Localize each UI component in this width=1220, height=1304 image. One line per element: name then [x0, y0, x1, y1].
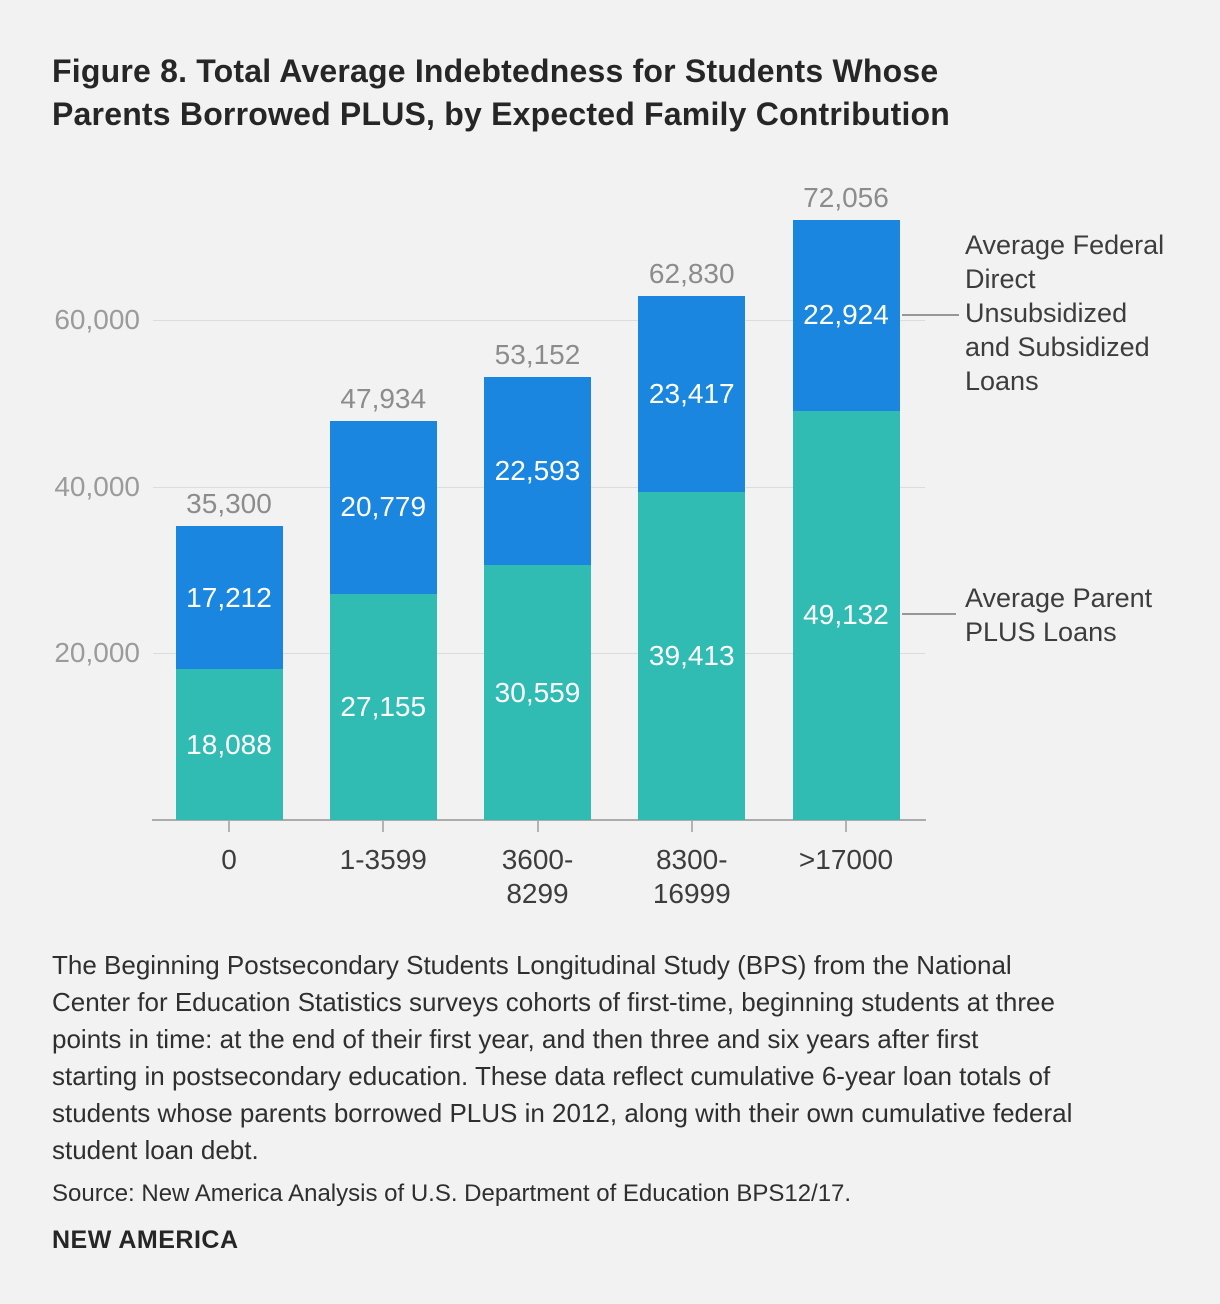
bar-total-label: 53,152: [494, 339, 581, 371]
gridline-60000: [153, 320, 925, 321]
bar-value-label: 39,413: [648, 639, 735, 671]
bar-total-label: 72,056: [803, 181, 889, 213]
x-axis-label: 1-3599: [339, 844, 427, 875]
bar-segment-federal-direct-loans: 22,593: [484, 377, 591, 566]
bar-segment-federal-direct-loans: 23,417: [638, 296, 746, 492]
bar-total-label: 47,934: [340, 382, 427, 414]
leader-line-parent: [902, 613, 956, 615]
x-axis-tick: [845, 821, 847, 832]
bar-value-label: 18,088: [186, 728, 272, 760]
y-axis-label-40000: 40,000: [54, 470, 140, 502]
bar-segment-federal-direct-loans: 17,212: [175, 525, 283, 670]
bar-segment-parent-plus-loans: 49,132: [792, 410, 900, 820]
bar-value-label: 17,212: [186, 581, 272, 613]
bar-value-label: 22,924: [803, 299, 889, 331]
legend-label-parent-plus-loans: Average Parent PLUS Loans: [965, 583, 1153, 647]
y-axis-label-20000: 20,000: [54, 637, 140, 669]
x-axis-line: [152, 819, 926, 821]
bar-value-label: 49,132: [803, 599, 889, 631]
x-axis-label: >17000: [798, 844, 894, 875]
new-america-logo: NEW AMERICA: [52, 1226, 239, 1254]
bar-segment-federal-direct-loans: 20,779: [329, 420, 437, 594]
bar-segment-federal-direct-loans: 22,924: [792, 219, 900, 411]
figure-title: Figure 8. Total Average Indebtedness for…: [52, 53, 951, 132]
source-text: Source: New America Analysis of U.S. Dep…: [52, 1180, 852, 1207]
chart-note: The Beginning Postsecondary Students Lon…: [52, 950, 1073, 1165]
x-axis-label: 0: [221, 844, 237, 875]
x-axis-label: 3600- 8299: [501, 844, 574, 909]
bar-total-label: 35,300: [186, 487, 272, 519]
bar-segment-parent-plus-loans: 39,413: [638, 491, 746, 820]
x-axis-label: 8300- 16999: [652, 844, 731, 909]
bar-value-label: 30,559: [494, 676, 581, 708]
bar-value-label: 22,593: [494, 455, 581, 487]
bar-segment-parent-plus-loans: 27,155: [329, 593, 437, 820]
bar-segment-parent-plus-loans: 30,559: [484, 565, 591, 820]
bar-total-label: 62,830: [648, 258, 735, 290]
bar-segment-parent-plus-loans: 18,088: [175, 669, 283, 820]
x-axis-tick: [382, 821, 385, 832]
bar-value-label: 27,155: [340, 690, 427, 722]
x-axis-tick: [690, 821, 693, 832]
x-axis-tick: [228, 821, 230, 832]
y-axis-label-60000: 60,000: [54, 304, 140, 335]
legend-label-federal-direct-loans: Average Federal Direct Unsubsidized and …: [965, 230, 1165, 396]
bar-value-label: 20,779: [340, 491, 427, 523]
leader-line-federal: [902, 314, 959, 316]
x-axis-tick: [536, 821, 539, 832]
bar-value-label: 23,417: [648, 377, 735, 409]
stacked-bar-chart: 20,000 40,000 60,000 18,088 17,212 35,300 0 27,…: [54, 181, 926, 909]
